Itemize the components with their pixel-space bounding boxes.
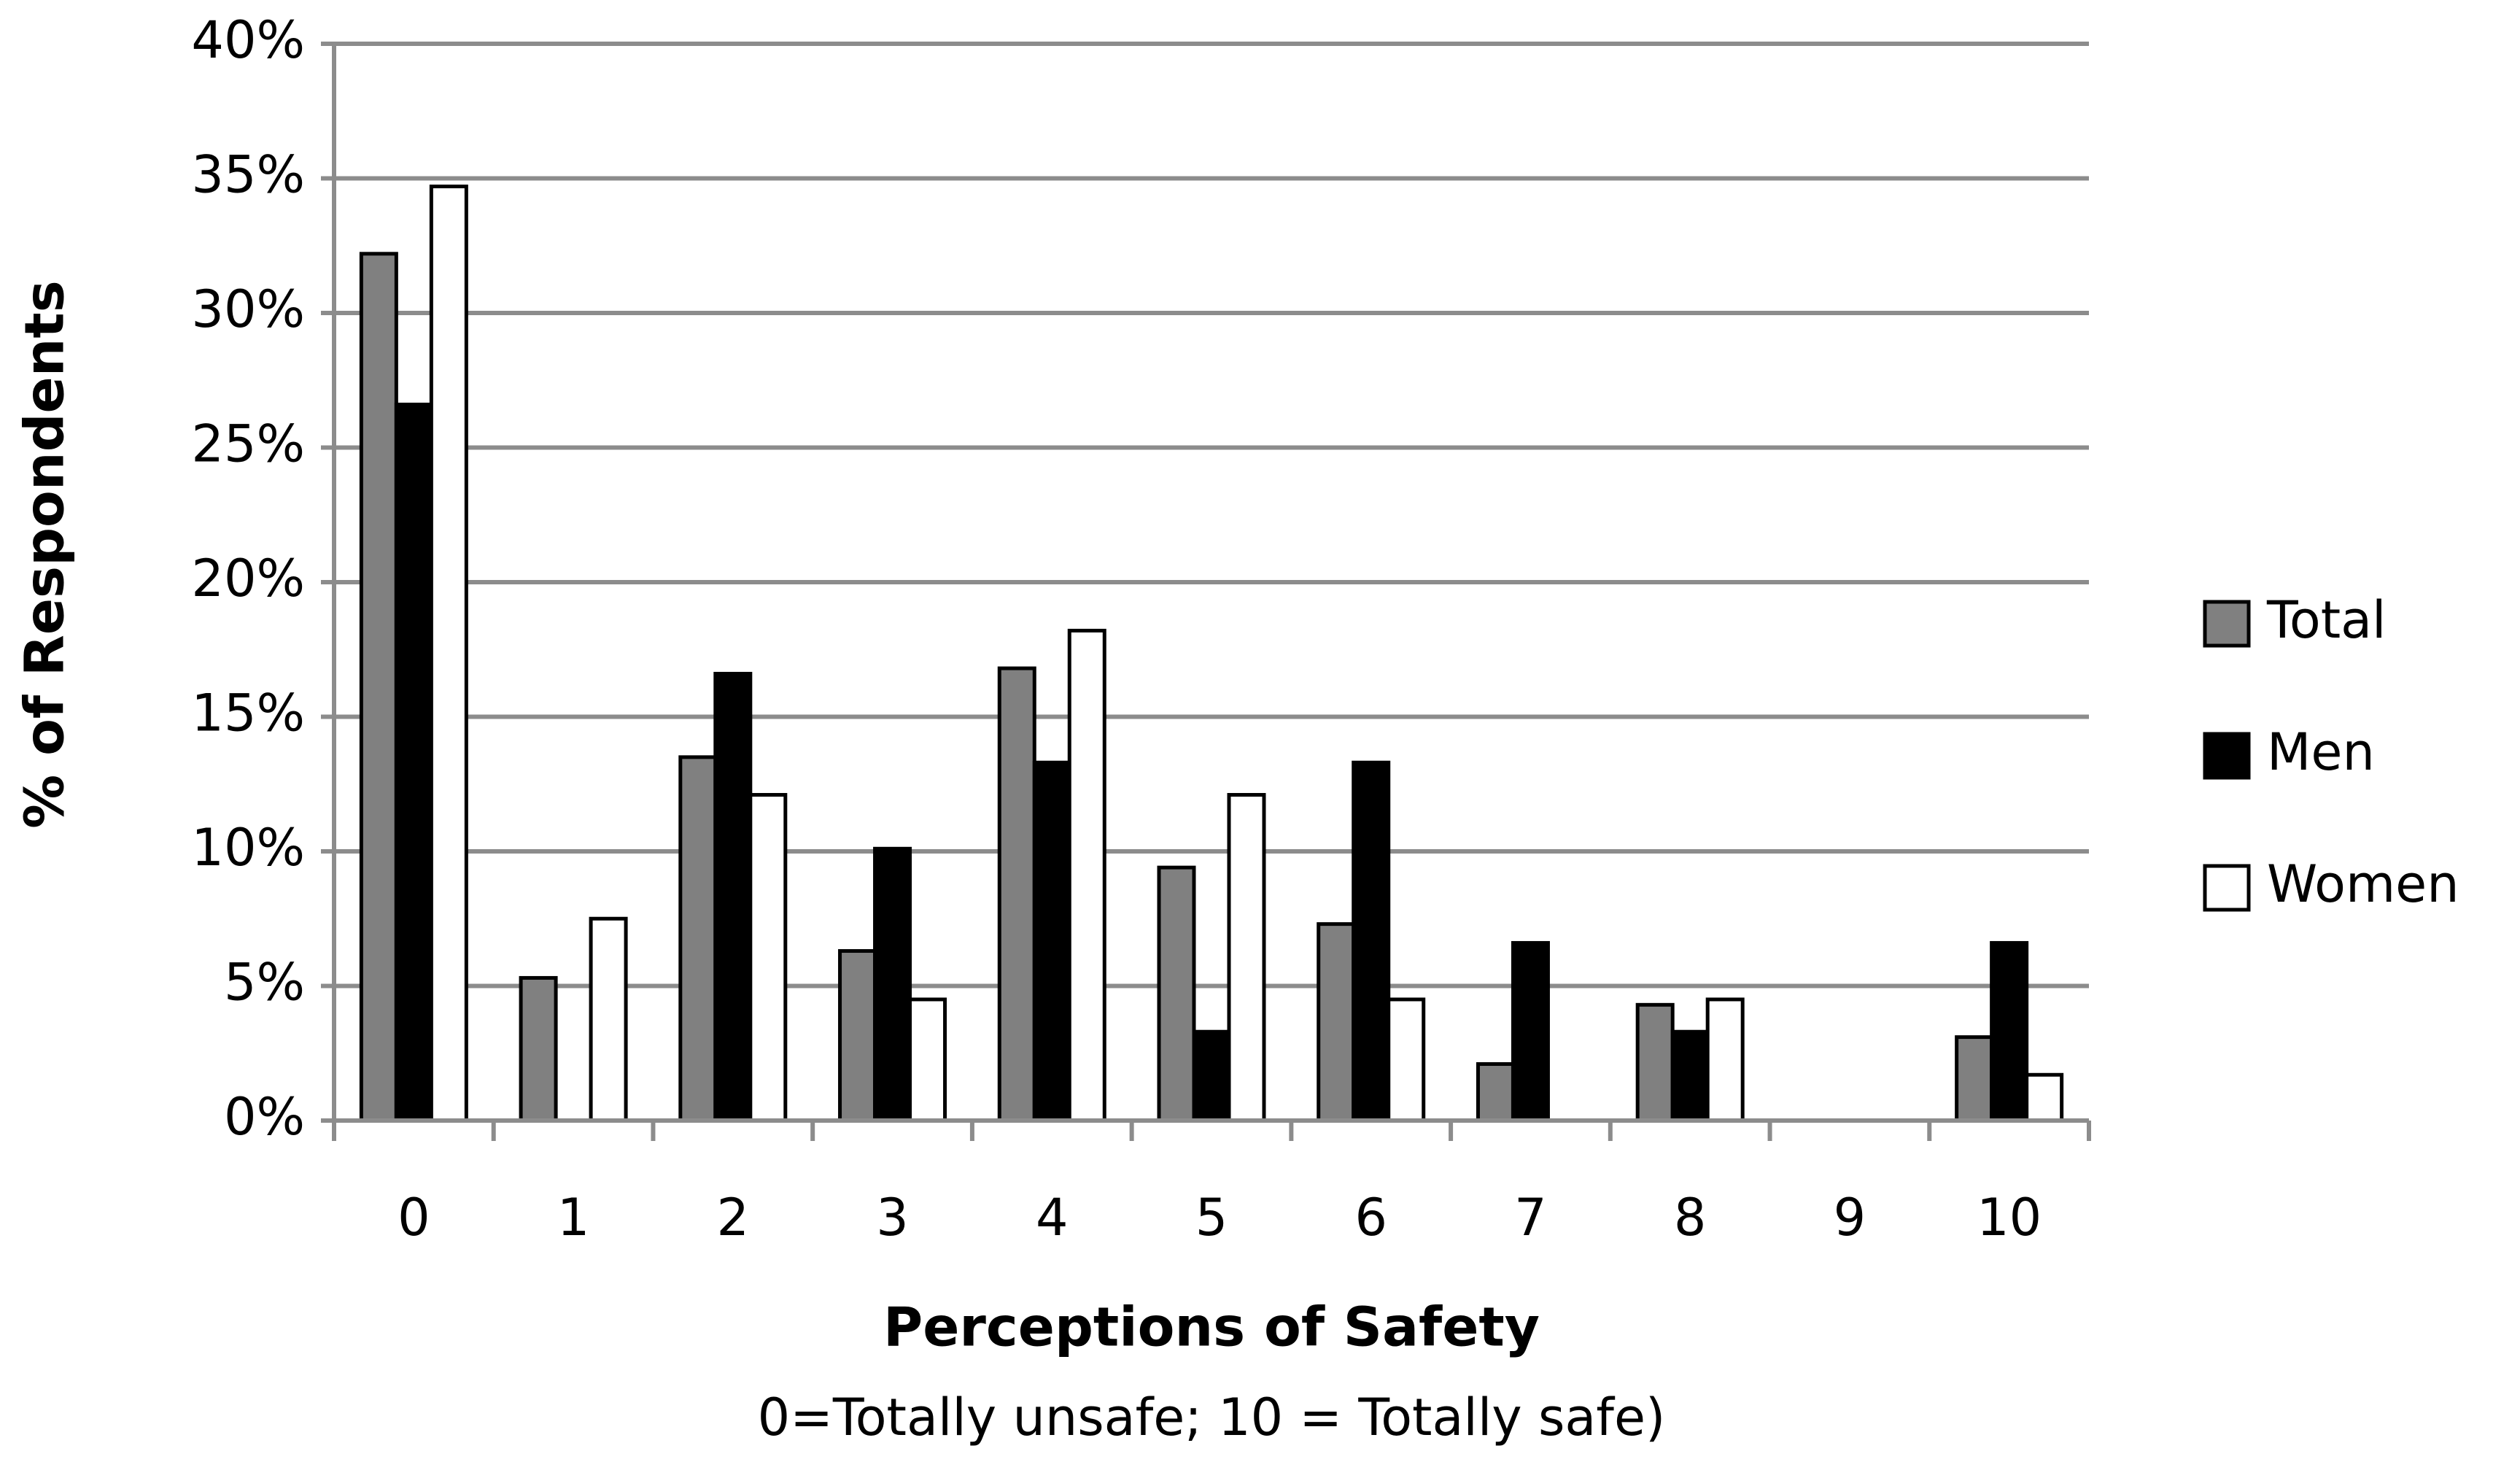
x-axis-title: Perceptions of Safety xyxy=(883,1296,1540,1359)
bar xyxy=(1032,760,1071,1123)
y-tick-label: 15% xyxy=(191,684,305,743)
bar xyxy=(519,975,558,1123)
y-tick-label: 5% xyxy=(224,953,305,1013)
x-axis-subtitle: 0=Totally unsafe; 10 = Totally safe) xyxy=(758,1388,1666,1447)
bar xyxy=(1511,940,1550,1123)
bar xyxy=(1317,922,1356,1123)
legend-swatch xyxy=(2203,864,2251,912)
bar xyxy=(838,949,877,1123)
x-tick-label: 6 xyxy=(1354,1188,1387,1247)
bar xyxy=(1990,940,2029,1123)
legend-swatch xyxy=(2203,732,2251,780)
x-tick-label: 5 xyxy=(1195,1188,1228,1247)
x-tick-label: 8 xyxy=(1674,1188,1707,1247)
bar xyxy=(1227,793,1266,1123)
bar xyxy=(1955,1035,1994,1123)
bar xyxy=(359,252,398,1123)
bar xyxy=(1157,865,1196,1123)
bar xyxy=(873,846,912,1123)
bar xyxy=(997,666,1036,1123)
bar xyxy=(1352,760,1391,1123)
bar xyxy=(1705,997,1745,1123)
x-tick-label: 9 xyxy=(1834,1188,1866,1247)
bar xyxy=(908,997,947,1123)
x-tick-label: 10 xyxy=(1977,1188,2042,1247)
legend-label: Men xyxy=(2267,722,2375,782)
bar xyxy=(1192,1029,1231,1123)
y-axis-title: % of Respondents xyxy=(14,280,77,829)
y-tick-label: 0% xyxy=(224,1087,305,1147)
bar xyxy=(678,755,718,1123)
bar xyxy=(1670,1029,1710,1123)
bar xyxy=(1387,997,1426,1123)
y-tick-label: 40% xyxy=(191,10,305,70)
x-tick-label: 0 xyxy=(398,1188,430,1247)
bar xyxy=(394,402,433,1123)
bar xyxy=(1476,1062,1515,1123)
bar xyxy=(713,671,753,1123)
legend-label: Total xyxy=(2266,590,2386,650)
x-tick-label: 3 xyxy=(876,1188,909,1247)
x-tick-label: 1 xyxy=(557,1188,590,1247)
y-tick-label: 35% xyxy=(191,145,305,205)
x-tick-label: 2 xyxy=(717,1188,750,1247)
bar xyxy=(429,185,468,1123)
bar xyxy=(1635,1002,1675,1123)
bar xyxy=(2025,1072,2064,1123)
x-tick-label: 7 xyxy=(1514,1188,1547,1247)
legend-swatch xyxy=(2203,600,2251,648)
bar xyxy=(748,793,788,1123)
y-tick-label: 30% xyxy=(191,279,305,339)
bar xyxy=(1067,628,1106,1123)
bar xyxy=(589,916,628,1123)
y-tick-label: 20% xyxy=(191,549,305,608)
y-tick-label: 25% xyxy=(191,414,305,474)
x-tick-label: 4 xyxy=(1036,1188,1069,1247)
y-tick-label: 10% xyxy=(191,818,305,878)
legend-label: Women xyxy=(2267,854,2459,914)
